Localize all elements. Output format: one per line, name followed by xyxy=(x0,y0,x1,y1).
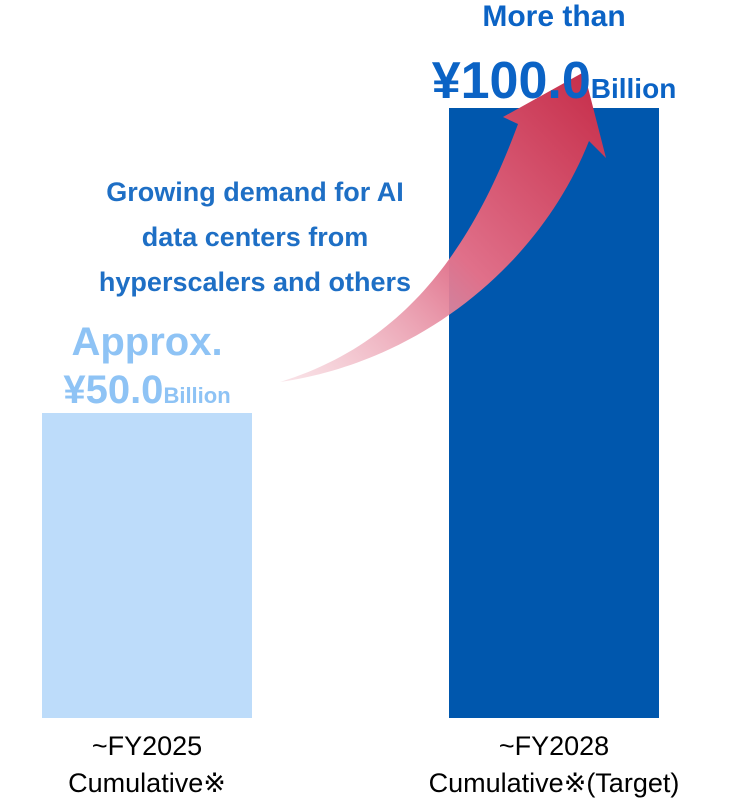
bar xyxy=(42,413,252,718)
x-tick-label: ~FY2025 Cumulative※ xyxy=(68,731,226,798)
value-unit: Billion xyxy=(163,383,230,408)
growth-arrow xyxy=(280,72,606,382)
value-unit: Billion xyxy=(591,73,677,104)
annotation-line: hyperscalers and others xyxy=(99,267,411,297)
label-prefix: More than xyxy=(482,0,625,33)
annotation-line: Growing demand for AI xyxy=(106,177,404,207)
value-label: ¥50.0Billion xyxy=(63,368,230,412)
annotation: Growing demand for AI data centers from hy… xyxy=(97,176,412,299)
value-label: ¥100.0Billion xyxy=(432,52,677,110)
value-number: ¥50.0 xyxy=(63,368,163,412)
x-tick-label: ~FY2028 Cumulative※(Target) xyxy=(428,731,680,798)
value-number: ¥100.0 xyxy=(432,52,591,110)
label-prefix: Approx. xyxy=(71,320,222,364)
annotation-line: data centers from xyxy=(142,222,369,252)
